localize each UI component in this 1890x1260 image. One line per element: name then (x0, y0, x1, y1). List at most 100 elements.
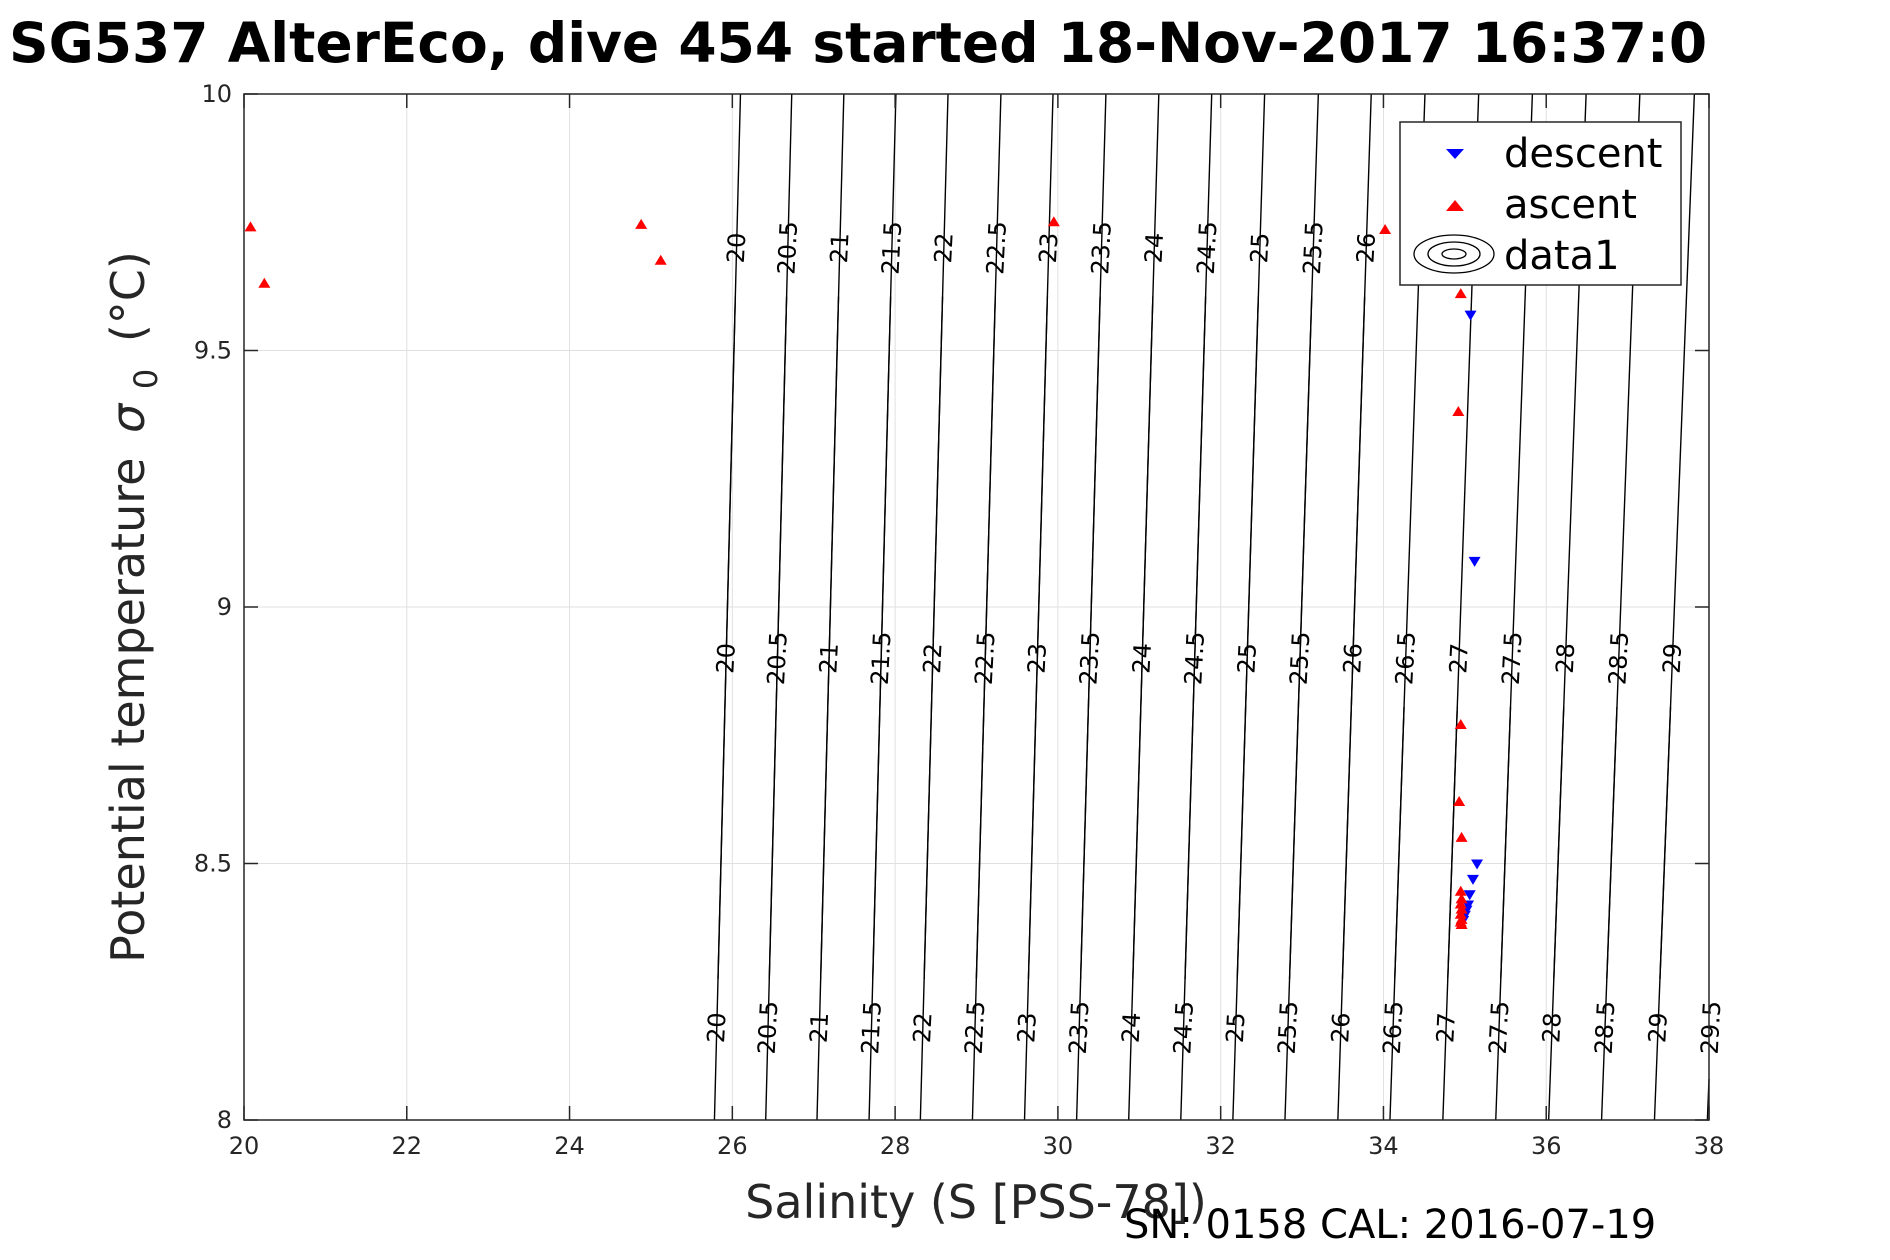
contour-label: 20 (722, 232, 752, 264)
ascent-point (244, 221, 257, 232)
contour-label: 24.5 (1192, 220, 1223, 275)
ascent-point (1454, 908, 1467, 919)
contour-label: 26 (1338, 642, 1368, 674)
contour-line (1184, 93, 1213, 979)
contour-label: 24.5 (1179, 631, 1210, 686)
contour-label: 22.5 (960, 1000, 991, 1055)
contour-label: 22.5 (970, 631, 1001, 686)
descent-point (1463, 890, 1476, 901)
data-points (244, 216, 1484, 930)
contour-label: 23.5 (1064, 1000, 1095, 1055)
descent-point (1468, 556, 1481, 567)
y-axis-label: Potential temperature σ 0 (°C) (101, 251, 168, 963)
ascent-point (1047, 216, 1060, 227)
ascent-point (635, 218, 648, 229)
contour-line (819, 93, 845, 979)
legend-descent-label: descent (1504, 131, 1662, 177)
contour-label: 22.5 (981, 220, 1012, 275)
contour-label: 25.5 (1298, 220, 1329, 275)
contour-label: 29 (1658, 642, 1688, 674)
contour-label: 28 (1551, 642, 1581, 674)
y-tick-label: 8 (217, 1106, 232, 1134)
contour-label: 23 (1023, 642, 1053, 674)
contour-label: 24 (1117, 1012, 1147, 1044)
contour-line (717, 93, 742, 979)
x-tick-label: 20 (229, 1132, 260, 1160)
tick-labels: 20 22 24 26 28 30 32 34 36 38 8 8.5 9 9.5 10 (194, 80, 1724, 1160)
contour-label: 22 (918, 642, 948, 674)
contour-label: 28.5 (1603, 631, 1634, 686)
contour-label: 26 (1351, 232, 1381, 264)
ascent-point (1454, 898, 1467, 909)
contour-label: 25.5 (1273, 1000, 1304, 1055)
serial-calibration-footer: SN: 0158 CAL: 2016-07-19 (1124, 1202, 1656, 1248)
descent-point (1471, 859, 1484, 870)
contour-label: 27 (1444, 642, 1474, 674)
contour-label: 24 (1140, 232, 1170, 264)
contour-label: 26.5 (1378, 1000, 1409, 1055)
contour-line (1288, 93, 1320, 979)
y-axis-label-symbol: σ (101, 402, 155, 433)
x-tick-label: 32 (1205, 1132, 1236, 1160)
contour-lines (713, 93, 1710, 1121)
x-tick-label: 34 (1368, 1132, 1399, 1160)
contour-label: 20.5 (772, 220, 803, 275)
legend-descent-marker (1446, 149, 1464, 159)
y-axis-label-unit: (°C) (101, 251, 155, 342)
ascent-point (1454, 885, 1467, 896)
y-tick-label: 9.5 (194, 337, 232, 365)
legend: descent ascent data1 (1399, 121, 1682, 286)
contour-label: 23 (1012, 1012, 1042, 1044)
contour-line (1236, 93, 1266, 979)
contour-label: 25 (1221, 1012, 1251, 1044)
contour-label: 22 (908, 1012, 938, 1044)
contour-label: 20 (711, 642, 741, 674)
contour-label: 22 (929, 232, 959, 264)
contour-label: 21 (805, 1012, 835, 1044)
contour-label: 24 (1127, 642, 1157, 674)
axis-ticks (243, 93, 1710, 1121)
contour-line (872, 93, 897, 979)
descent-point (1466, 874, 1479, 885)
ascent-point (654, 254, 667, 265)
contour-labels: 20 20.5 21 21.5 22 22.5 23 23.5 24 24.5 25 25.5 26 20… (702, 220, 1726, 1055)
contour-label: 27.5 (1497, 631, 1528, 686)
contour-label: 25.5 (1285, 631, 1316, 686)
x-tick-label: 38 (1694, 1132, 1725, 1160)
contour-label: 25 (1232, 642, 1262, 674)
contour-label: 21.5 (856, 1000, 887, 1055)
contour-label: 21 (825, 232, 855, 264)
contour-line (1079, 93, 1107, 979)
descent-point (1464, 310, 1477, 321)
contour-label: 21.5 (877, 220, 908, 275)
svg-text:Potential temperature σ: Potential temperature σ 0 (°C) (101, 251, 168, 963)
legend-ascent-marker (1446, 200, 1464, 211)
ascent-point (1453, 795, 1466, 806)
y-tick-label: 8.5 (194, 850, 232, 878)
ascent-point (1379, 223, 1392, 234)
ascent-point (1454, 718, 1467, 729)
contour-label: 23 (1034, 232, 1064, 264)
contour-label: 26.5 (1390, 631, 1421, 686)
x-tick-label: 24 (554, 1132, 585, 1160)
contour-label: 21.5 (866, 631, 897, 686)
contour-line (975, 93, 1002, 979)
contour-label: 23.5 (1086, 220, 1117, 275)
contour-label: 23.5 (1074, 631, 1105, 686)
contour-label: 20 (702, 1012, 732, 1044)
ascent-point (1452, 406, 1465, 417)
y-axis-label-text: Potential temperature (101, 458, 155, 963)
contour-label: 28 (1537, 1012, 1567, 1044)
ascent-point (1454, 288, 1467, 299)
x-tick-label: 28 (880, 1132, 911, 1160)
contour-label: 24.5 (1168, 1000, 1199, 1055)
y-axis-label-subscript: 0 (127, 369, 165, 389)
legend-ascent-label: ascent (1504, 182, 1637, 228)
contour-label: 20.5 (762, 631, 793, 686)
contour-line (1027, 93, 1054, 979)
contour-line (923, 93, 949, 979)
contour-label: 28.5 (1590, 1000, 1621, 1055)
y-tick-label: 9 (217, 593, 232, 621)
x-tick-label: 36 (1531, 1132, 1562, 1160)
contour-line (1341, 93, 1372, 979)
